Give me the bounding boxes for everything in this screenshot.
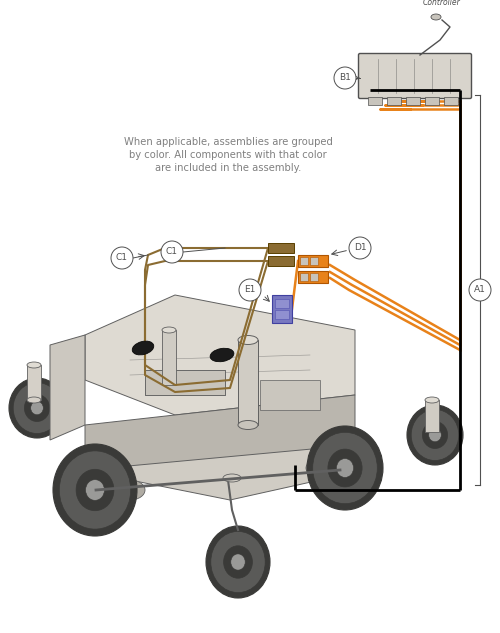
Ellipse shape	[30, 401, 44, 415]
Circle shape	[161, 241, 183, 263]
Bar	[310, 257, 318, 265]
Text: C1: C1	[166, 248, 178, 256]
Polygon shape	[130, 430, 320, 500]
Ellipse shape	[13, 382, 61, 434]
Circle shape	[111, 247, 133, 269]
Ellipse shape	[336, 458, 353, 477]
Ellipse shape	[9, 378, 65, 438]
Bar	[300, 273, 308, 281]
Text: E1: E1	[244, 285, 256, 294]
Circle shape	[349, 237, 371, 259]
Bar	[310, 273, 318, 281]
Bar	[260, 380, 320, 410]
Ellipse shape	[238, 420, 258, 430]
Ellipse shape	[162, 327, 176, 333]
Bar	[368, 97, 382, 105]
Ellipse shape	[115, 480, 145, 500]
Bar	[268, 256, 294, 266]
Bar	[145, 370, 225, 395]
Ellipse shape	[307, 426, 383, 510]
Bar	[272, 295, 292, 323]
FancyBboxPatch shape	[358, 54, 472, 99]
Ellipse shape	[411, 410, 459, 460]
Bar	[275, 310, 289, 319]
Ellipse shape	[422, 422, 448, 449]
Ellipse shape	[27, 397, 41, 403]
Ellipse shape	[328, 449, 362, 487]
Ellipse shape	[231, 554, 245, 570]
Bar	[298, 271, 328, 283]
Ellipse shape	[425, 397, 439, 403]
Text: C1: C1	[116, 253, 128, 263]
Text: B1: B1	[339, 73, 351, 82]
Polygon shape	[50, 335, 85, 440]
Bar	[145, 370, 225, 395]
Bar	[387, 97, 401, 105]
Ellipse shape	[223, 474, 241, 482]
Bar	[162, 330, 176, 385]
Polygon shape	[100, 450, 130, 520]
Circle shape	[239, 279, 261, 301]
Ellipse shape	[27, 362, 41, 368]
Circle shape	[469, 279, 491, 301]
Text: A1: A1	[474, 285, 486, 294]
Ellipse shape	[431, 14, 441, 20]
Bar	[425, 400, 439, 432]
Bar	[406, 97, 420, 105]
Text: To Joystick
Controller: To Joystick Controller	[422, 0, 462, 7]
Bar	[425, 97, 439, 105]
Ellipse shape	[76, 469, 114, 511]
Bar	[275, 299, 289, 308]
Ellipse shape	[407, 405, 463, 465]
Bar	[27, 365, 41, 400]
Ellipse shape	[53, 444, 137, 536]
Circle shape	[334, 67, 356, 89]
Ellipse shape	[306, 459, 334, 477]
Text: When applicable, assemblies are grouped
by color. All components with that color: When applicable, assemblies are grouped …	[124, 137, 332, 173]
Bar	[300, 257, 308, 265]
Bar	[444, 97, 458, 105]
Polygon shape	[85, 395, 355, 470]
Bar	[268, 243, 294, 253]
Ellipse shape	[224, 546, 252, 578]
Ellipse shape	[206, 526, 270, 598]
Text: D1: D1	[354, 244, 366, 253]
Ellipse shape	[238, 335, 258, 344]
Ellipse shape	[312, 432, 378, 504]
Ellipse shape	[24, 394, 50, 422]
Ellipse shape	[60, 451, 130, 529]
Ellipse shape	[211, 531, 265, 592]
Ellipse shape	[86, 480, 104, 500]
Bar	[238, 340, 258, 425]
Bar	[298, 255, 328, 267]
Ellipse shape	[132, 341, 154, 355]
Ellipse shape	[210, 348, 234, 361]
Ellipse shape	[428, 429, 442, 442]
Polygon shape	[85, 295, 355, 415]
